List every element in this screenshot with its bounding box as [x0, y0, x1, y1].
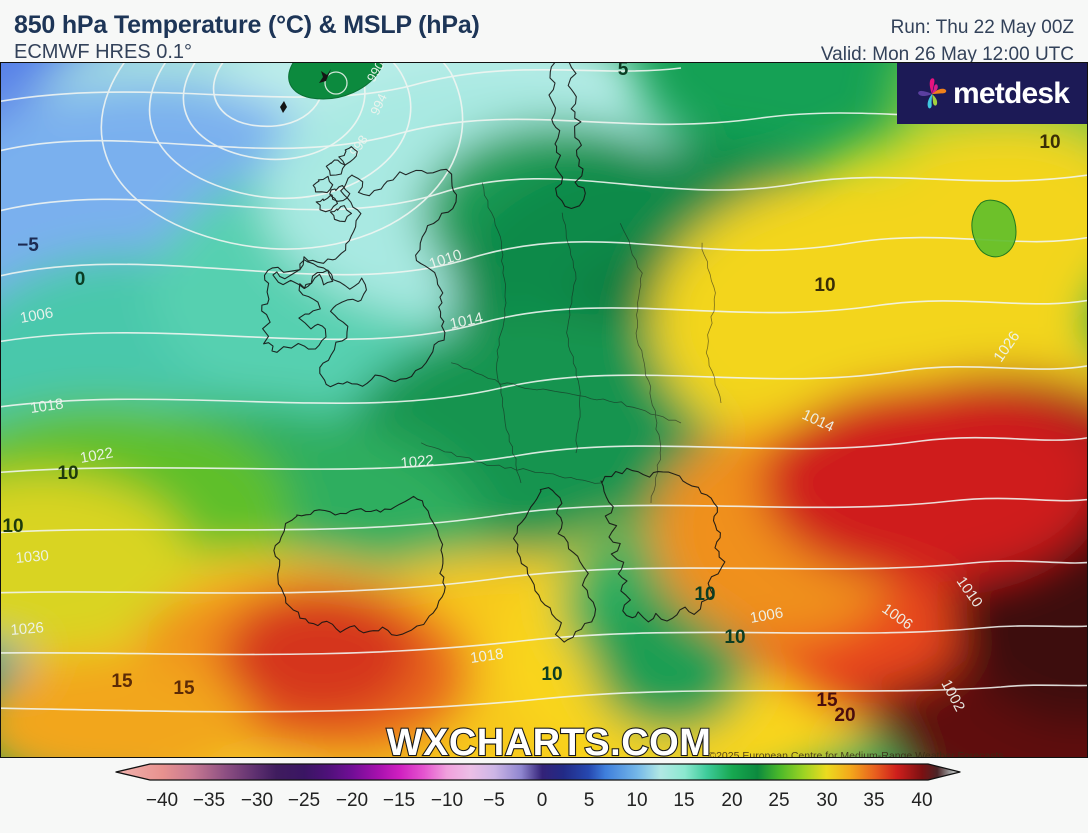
svg-text:WXCHARTS.COM: WXCHARTS.COM — [387, 722, 712, 758]
svg-text:15: 15 — [111, 671, 133, 692]
svg-text:©2025 European Centre for Medi: ©2025 European Centre for Medium-Range W… — [708, 750, 1003, 758]
svg-text:1022: 1022 — [400, 452, 435, 472]
svg-text:5: 5 — [618, 63, 629, 80]
svg-text:10: 10 — [57, 463, 78, 484]
svg-text:10: 10 — [724, 627, 745, 648]
svg-text:1030: 1030 — [15, 547, 50, 567]
svg-text:10: 10 — [814, 275, 835, 296]
svg-text:10: 10 — [541, 664, 562, 685]
svg-text:−5: −5 — [17, 235, 39, 256]
svg-text:20: 20 — [834, 705, 855, 726]
svg-text:10: 10 — [1039, 132, 1060, 153]
svg-text:0: 0 — [75, 269, 86, 290]
svg-text:10: 10 — [694, 584, 715, 605]
svg-text:15: 15 — [173, 678, 195, 699]
svg-text:1026: 1026 — [10, 619, 45, 639]
svg-text:10: 10 — [2, 516, 23, 537]
